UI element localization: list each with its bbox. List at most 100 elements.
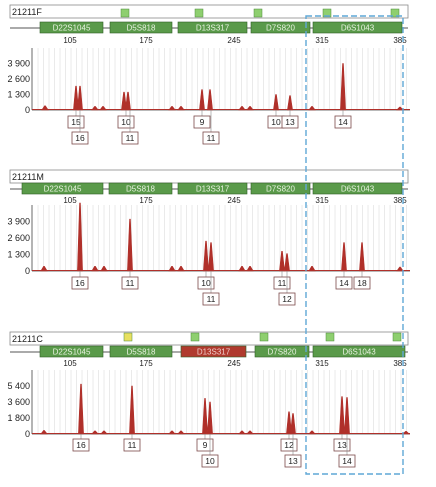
allele-call-label: 10 [205, 456, 215, 466]
marker-D7S820[interactable] [250, 21, 311, 34]
peak [208, 242, 214, 272]
allele-call-box[interactable] [201, 454, 219, 468]
peak [129, 385, 135, 435]
size-tick-label: 385 [393, 359, 407, 368]
marker-D22S1045[interactable] [39, 21, 104, 34]
size-tick-label: 315 [315, 36, 329, 45]
marker-D7S820[interactable] [254, 345, 310, 358]
marker-label: D5S818 [127, 348, 156, 357]
allele-call-box[interactable] [338, 454, 356, 468]
marker-D6S1043[interactable] [312, 21, 403, 34]
y-tick-label: 1 300 [7, 250, 30, 260]
allele-call-box[interactable] [335, 276, 353, 290]
bin-guide-lines [37, 48, 407, 110]
marker-D5S818[interactable] [109, 21, 173, 34]
peak [203, 240, 209, 272]
marker-label: D5S818 [127, 24, 156, 33]
marker-label: D22S1045 [53, 24, 91, 33]
allele-call-box[interactable] [71, 276, 89, 290]
marker-label: D6S1043 [342, 348, 376, 357]
marker-label: D7S820 [266, 185, 295, 194]
allele-call-box[interactable] [202, 292, 220, 306]
bin-indicator[interactable] [123, 332, 133, 342]
allele-call-box[interactable] [278, 292, 296, 306]
size-tick-label: 385 [393, 36, 407, 45]
allele-call-label: 11 [207, 133, 216, 143]
marker-D22S1045[interactable] [39, 345, 104, 358]
bin-guide-lines [37, 205, 407, 271]
allele-call-box[interactable] [202, 131, 220, 145]
allele-call-box[interactable] [121, 276, 139, 290]
allele-call-box[interactable] [197, 276, 215, 290]
bin-indicator[interactable] [194, 8, 204, 18]
bin-indicator[interactable] [253, 8, 263, 18]
bin-indicator[interactable] [120, 8, 130, 18]
allele-call-label: 9 [203, 440, 208, 450]
allele-call-label: 12 [282, 294, 292, 304]
marker-label: D7S820 [268, 348, 297, 357]
allele-call-box[interactable] [281, 115, 299, 129]
marker-D22S1045[interactable] [21, 182, 104, 195]
marker-D6S1043[interactable] [312, 182, 403, 195]
marker-D13S317[interactable] [180, 345, 247, 358]
bin-indicator[interactable] [259, 332, 269, 342]
allele-call-box[interactable] [121, 131, 139, 145]
y-tick-label: 2 600 [7, 74, 30, 84]
bin-indicator[interactable] [190, 332, 200, 342]
allele-call-label: 14 [338, 117, 348, 127]
allele-call-box[interactable] [333, 438, 351, 452]
highlight-region [305, 15, 404, 475]
marker-D13S317[interactable] [177, 182, 248, 195]
allele-call-label: 13 [288, 456, 298, 466]
peak [207, 89, 213, 111]
size-tick-label: 245 [227, 359, 241, 368]
marker-label: D22S1045 [44, 185, 82, 194]
size-tick-label: 315 [315, 359, 329, 368]
size-tick-label: 175 [139, 36, 153, 45]
marker-label: D5S818 [126, 185, 155, 194]
allele-call-label: 13 [337, 440, 347, 450]
allele-call-box[interactable] [123, 438, 141, 452]
peak [207, 401, 213, 435]
sample-header-bar [9, 331, 409, 346]
size-tick-label: 245 [227, 196, 241, 205]
allele-call-box[interactable] [193, 115, 211, 129]
sample-header-bar [9, 4, 409, 19]
allele-call-box[interactable] [196, 438, 214, 452]
marker-D7S820[interactable] [250, 182, 311, 195]
size-tick-label: 105 [63, 196, 77, 205]
y-tick-label: 0 [25, 429, 30, 439]
allele-call-label: 13 [285, 117, 295, 127]
y-tick-label: 5 400 [7, 381, 30, 391]
allele-call-label: 11 [128, 440, 137, 450]
marker-D5S818[interactable] [109, 345, 173, 358]
marker-D5S818[interactable] [108, 182, 173, 195]
allele-call-box[interactable] [72, 438, 90, 452]
y-tick-label: 1 300 [7, 90, 30, 100]
allele-call-box[interactable] [273, 276, 291, 290]
allele-call-box[interactable] [353, 276, 371, 290]
sample-id-label: 21211F [12, 7, 42, 17]
marker-label: D6S1043 [341, 24, 375, 33]
peak [344, 397, 350, 435]
bin-indicator[interactable] [392, 332, 402, 342]
allele-call-box[interactable] [334, 115, 352, 129]
allele-call-box[interactable] [284, 454, 302, 468]
bin-indicator[interactable] [322, 8, 332, 18]
allele-call-label: 10 [201, 278, 211, 288]
y-tick-label: 3 900 [7, 217, 30, 227]
size-tick-label: 385 [393, 196, 407, 205]
y-tick-label: 3 600 [7, 397, 30, 407]
bin-indicator[interactable] [390, 8, 400, 18]
peak [287, 95, 293, 111]
marker-D13S317[interactable] [177, 21, 248, 34]
marker-label: D6S1043 [341, 185, 375, 194]
allele-call-label: 11 [126, 278, 135, 288]
marker-label: D13S317 [196, 24, 230, 33]
allele-call-box[interactable] [71, 131, 89, 145]
peak [284, 253, 290, 272]
bin-indicator[interactable] [325, 332, 335, 342]
marker-D6S1043[interactable] [312, 345, 406, 358]
